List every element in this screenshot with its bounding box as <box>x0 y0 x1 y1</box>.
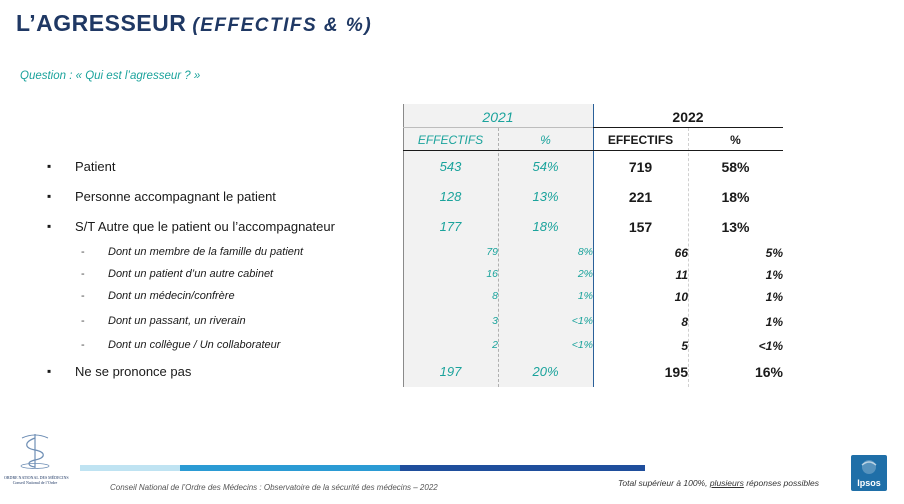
cell-effectifs-2022: 157 <box>628 219 653 235</box>
row-label: Dont un membre de la famille du patient <box>108 246 304 258</box>
divider <box>403 150 783 151</box>
divider <box>498 128 499 387</box>
cell-effectifs-2021: 3 <box>492 315 498 327</box>
row-label: Personne accompagnant le patient <box>75 189 276 204</box>
cell-effectifs-2022: 10 <box>674 290 688 304</box>
cell-pct-2021: 54% <box>532 159 559 174</box>
dash-marker: - <box>81 290 85 302</box>
cell-effectifs-2022: 8 <box>681 315 688 329</box>
cnom-logo: ORDRE NATIONAL DES MÉDECINS Conseil Nati… <box>4 432 69 492</box>
dash-marker: - <box>81 339 85 351</box>
dash-marker: - <box>81 268 85 280</box>
ipsos-mark-icon <box>861 460 877 474</box>
footnote-part1: Total supérieur à 100%, <box>618 478 710 488</box>
bullet-icon: ▪ <box>47 159 52 173</box>
footer-bar-mid <box>180 465 400 471</box>
cell-effectifs-2021: 8 <box>492 290 498 302</box>
footer-source: Conseil National de l’Ordre des Médecins… <box>110 483 438 492</box>
header-effectifs-2022: EFFECTIFS <box>607 133 674 147</box>
bullet-icon: ▪ <box>47 219 52 233</box>
cell-effectifs-2021: 16 <box>486 268 498 280</box>
year-2021-header: 2021 <box>482 109 514 125</box>
cell-pct-2022: 18% <box>721 189 750 205</box>
question-text: Question : « Qui est l’agresseur ? » <box>20 70 201 82</box>
cell-effectifs-2021: 128 <box>439 189 462 204</box>
bullet-icon: ▪ <box>47 364 52 378</box>
cell-pct-2022: 1% <box>765 290 783 304</box>
cell-pct-2022: 1% <box>765 315 783 329</box>
cell-effectifs-2021: 177 <box>439 219 462 234</box>
cell-effectifs-2022: 5 <box>681 339 688 353</box>
footer-bar-dark <box>400 465 645 471</box>
header-pct-2021: % <box>540 133 551 147</box>
row-label: Dont un collègue / Un collaborateur <box>108 339 281 351</box>
row-label: S/T Autre que le patient ou l’accompagna… <box>75 219 335 234</box>
dash-marker: - <box>81 315 85 327</box>
cell-pct-2021: <1% <box>571 315 593 327</box>
divider <box>593 104 594 387</box>
dash-marker: - <box>81 246 85 258</box>
row-label: Dont un passant, un riverain <box>108 315 246 327</box>
divider <box>688 128 689 387</box>
cell-pct-2022: 58% <box>721 159 750 175</box>
cell-pct-2021: <1% <box>571 339 593 351</box>
year-2022-header: 2022 <box>672 109 704 125</box>
ipsos-logo: Ipsos <box>851 455 887 491</box>
ipsos-logo-text: Ipsos <box>857 478 881 488</box>
row-label: Dont un médecin/confrère <box>108 290 235 302</box>
divider <box>403 104 404 387</box>
cell-effectifs-2021: 79 <box>486 246 498 258</box>
divider <box>593 127 783 128</box>
bullet-icon: ▪ <box>47 189 52 203</box>
row-label: Ne se prononce pas <box>75 364 192 379</box>
caduceus-icon <box>20 434 50 469</box>
cell-effectifs-2021: 543 <box>439 159 462 174</box>
cell-pct-2022: <1% <box>758 339 783 353</box>
cell-effectifs-2021: 197 <box>439 364 462 379</box>
cell-pct-2022: 16% <box>754 364 783 380</box>
header-pct-2022: % <box>730 133 741 147</box>
cell-pct-2021: 2% <box>577 268 593 280</box>
cell-pct-2021: 13% <box>532 189 559 204</box>
cell-pct-2022: 1% <box>765 268 783 282</box>
row-label: Dont un patient d’un autre cabinet <box>108 268 274 280</box>
footer-bar-light <box>80 465 180 471</box>
cell-effectifs-2022: 195 <box>664 364 688 380</box>
cell-effectifs-2021: 2 <box>492 339 498 351</box>
cell-pct-2021: 8% <box>577 246 593 258</box>
cell-pct-2021: 1% <box>577 290 593 302</box>
cell-pct-2021: 18% <box>532 219 559 234</box>
title-main: L’AGRESSEUR <box>16 10 187 36</box>
row-label: Patient <box>75 159 116 174</box>
cell-pct-2021: 20% <box>532 364 559 379</box>
cell-effectifs-2022: 11 <box>675 268 688 282</box>
cnom-logo-line2: Conseil National de l’Ordre <box>12 480 58 485</box>
title-sub: (EFFECTIFS & %) <box>192 15 373 36</box>
cnom-logo-line1: ORDRE NATIONAL DES MÉDECINS <box>4 475 69 480</box>
footnote: Total supérieur à 100%, plusieurs répons… <box>618 478 819 488</box>
cell-pct-2022: 5% <box>765 246 783 260</box>
cell-effectifs-2022: 719 <box>628 159 653 175</box>
header-effectifs-2021: EFFECTIFS <box>417 133 484 147</box>
footnote-underlined: plusieurs <box>709 478 744 488</box>
page-title: L’AGRESSEUR (EFFECTIFS & %) <box>16 10 372 37</box>
cell-pct-2022: 13% <box>721 219 750 235</box>
footnote-part2: réponses possibles <box>743 478 819 488</box>
divider <box>403 127 593 128</box>
cell-effectifs-2022: 221 <box>628 189 653 205</box>
cell-effectifs-2022: 66 <box>674 246 688 260</box>
